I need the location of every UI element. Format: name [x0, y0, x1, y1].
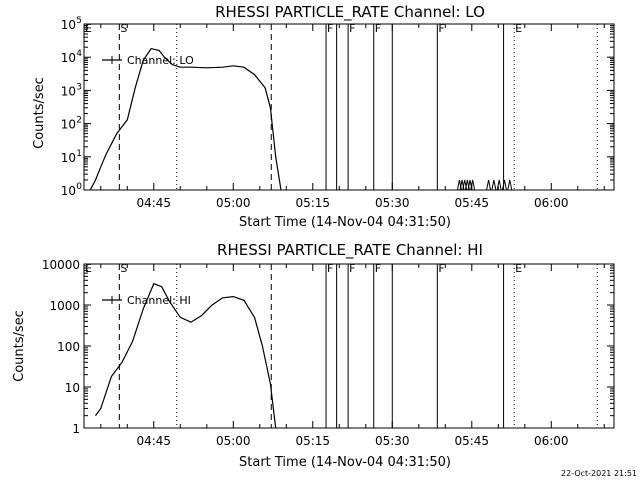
burst-spike [486, 179, 492, 191]
event-marker-label: S [120, 22, 127, 35]
y-tick-exponent: 5 [76, 16, 82, 26]
y-tick-exponent: 0 [76, 182, 82, 192]
event-marker-label: F [375, 22, 381, 35]
x-tick-label: 05:30 [375, 434, 410, 448]
y-tick-label: 10 [61, 84, 76, 98]
burst-spike [496, 179, 502, 191]
event-marker-label: F [375, 262, 381, 275]
burst-spike [501, 179, 507, 191]
event-marker-label: F [438, 22, 444, 35]
x-tick-label: 05:45 [454, 196, 489, 210]
event-marker-label: E [515, 262, 522, 275]
y-tick-label: 10000 [42, 258, 80, 272]
y-tick-label: 10 [61, 18, 76, 32]
series-line [95, 282, 277, 429]
burst-spike [507, 179, 513, 191]
burst-spike [470, 179, 476, 191]
event-marker-label: F [327, 22, 333, 35]
event-marker-label: F [349, 22, 355, 35]
y-axis-label: Counts/sec [32, 77, 47, 149]
legend-label: Channel: LO [127, 54, 194, 67]
plot-frame [83, 23, 615, 191]
y-tick-exponent: 3 [76, 82, 82, 92]
x-tick-label: 05:00 [216, 434, 251, 448]
x-tick-label: 05:00 [216, 196, 251, 210]
y-tick-label: 10 [61, 118, 76, 132]
event-marker-label: F [438, 262, 444, 275]
y-tick-exponent: 1 [76, 149, 82, 159]
legend-label: Channel: HI [127, 294, 191, 307]
x-tick-label: 04:45 [136, 196, 171, 210]
y-tick-exponent: 4 [76, 49, 82, 59]
chart-title: RHESSI PARTICLE_RATE Channel: HI [217, 241, 483, 260]
x-tick-label: 05:15 [295, 196, 330, 210]
event-marker-label: S [120, 262, 127, 275]
event-marker-label: E [85, 22, 92, 35]
event-marker-label: E [85, 262, 92, 275]
event-marker-label: F [327, 262, 333, 275]
y-tick-exponent: 2 [76, 116, 82, 126]
y-tick-label: 10 [61, 151, 76, 165]
footer-timestamp: 22-Oct-2021 21:51 [561, 469, 637, 478]
x-axis-label: Start Time (14-Nov-04 04:31:50) [239, 455, 451, 470]
x-tick-label: 05:45 [454, 434, 489, 448]
y-tick-label: 100 [57, 340, 80, 354]
panel-lo: RHESSI PARTICLE_RATE Channel: LO Start T… [32, 3, 615, 230]
event-marker-label: F [349, 262, 355, 275]
panel-hi: RHESSI PARTICLE_RATE Channel: HI Start T… [12, 241, 615, 470]
y-tick-label: 10 [61, 184, 76, 198]
x-tick-label: 06:00 [534, 434, 569, 448]
plot-frame [83, 263, 615, 429]
y-tick-label: 10 [65, 381, 80, 395]
x-tick-label: 05:15 [295, 434, 330, 448]
burst-spike [491, 179, 497, 191]
x-tick-label: 05:30 [375, 196, 410, 210]
x-tick-label: 06:00 [534, 196, 569, 210]
x-tick-label: 04:45 [136, 434, 171, 448]
y-axis-label: Counts/sec [12, 310, 27, 382]
y-tick-label: 1 [72, 422, 80, 436]
x-axis-label: Start Time (14-Nov-04 04:31:50) [239, 215, 451, 230]
event-marker-label: E [515, 22, 522, 35]
chart-title: RHESSI PARTICLE_RATE Channel: LO [215, 3, 485, 22]
y-tick-label: 1000 [49, 299, 80, 313]
y-tick-label: 10 [61, 51, 76, 65]
series-line [89, 48, 282, 191]
